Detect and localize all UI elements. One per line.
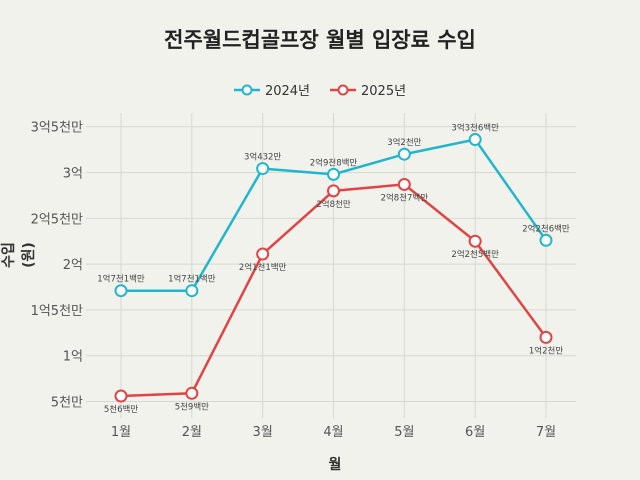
- data-label: 5천9백만: [175, 401, 209, 412]
- x-tick-label: 2월: [182, 425, 202, 440]
- x-tick-label: 6월: [465, 425, 485, 440]
- data-label: 5천6백만: [104, 404, 138, 415]
- legend-marker-2025-icon: [330, 84, 356, 95]
- data-point: [397, 177, 411, 191]
- x-tick-label: 3월: [253, 425, 273, 440]
- data-label: 2억1천1백만: [239, 262, 287, 273]
- data-point: [185, 284, 199, 298]
- chart-title: 전주월드컵골프장 월별 입장료 수입: [164, 28, 476, 52]
- data-label: 3억3천6백만: [451, 123, 499, 134]
- data-point: [539, 233, 553, 247]
- data-point: [327, 167, 340, 181]
- data-label: 2억8천만: [316, 199, 350, 210]
- data-point: [539, 330, 553, 344]
- data-point: [397, 147, 411, 161]
- data-label: 3억2천만: [387, 137, 421, 148]
- x-tick-label: 4월: [323, 425, 343, 440]
- y-tick-label: 5천만: [51, 396, 83, 411]
- data-point: [185, 386, 199, 400]
- data-point: [468, 234, 482, 248]
- data-point: [327, 184, 340, 198]
- x-tick-label: 7월: [536, 425, 556, 440]
- legend-item-2025[interactable]: 2025년: [330, 80, 406, 99]
- data-label: 1억7천1백만: [168, 274, 216, 285]
- legend-label-2025: 2025년: [361, 84, 407, 99]
- legend-marker-2024-icon: [233, 84, 260, 95]
- data-label: 2억2천5백만: [451, 249, 499, 260]
- y-tick-label: 1억: [63, 350, 83, 365]
- y-tick-label: 3억: [63, 167, 83, 182]
- data-point: [256, 162, 270, 176]
- y-tick-label: 2억5천만: [31, 212, 83, 227]
- legend-item-2024[interactable]: 2024년: [233, 80, 310, 99]
- data-label: 2억8천7백만: [381, 192, 429, 203]
- data-label: 2억9천8백만: [310, 157, 358, 168]
- data-label: 1억2천만: [529, 345, 563, 356]
- legend: 2024년 2025년: [0, 80, 640, 99]
- data-point: [114, 389, 128, 403]
- data-point: [468, 133, 482, 147]
- data-label: 3억432만: [244, 152, 281, 163]
- y-tick-label: 2억: [63, 258, 83, 273]
- data-label: 1억7천1백만: [97, 274, 145, 285]
- y-axis-label: 수입 (원): [1, 242, 37, 268]
- data-label: 2억2천6백만: [522, 223, 570, 234]
- y-tick-label: 3억5천만: [31, 121, 83, 136]
- x-tick-label: 5월: [394, 425, 414, 440]
- x-axis-label: 월: [328, 457, 342, 473]
- x-tick-label: 1월: [111, 425, 131, 440]
- data-point: [114, 284, 128, 298]
- legend-label-2024: 2024년: [264, 84, 310, 99]
- data-point: [256, 247, 270, 261]
- y-tick-label: 1억5천만: [31, 304, 83, 319]
